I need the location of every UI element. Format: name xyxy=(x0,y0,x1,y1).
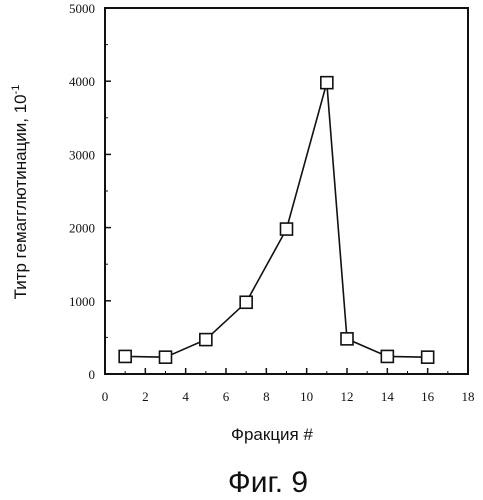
plot-frame xyxy=(104,7,469,375)
y-axis-ticks: 0 1000 2000 3000 4000 5000 xyxy=(69,1,111,382)
x-tick-label: 8 xyxy=(263,389,270,404)
data-point xyxy=(199,332,213,347)
data-point xyxy=(380,349,395,364)
y-tick-label: 2000 xyxy=(69,221,95,236)
x-tick-label: 16 xyxy=(421,389,435,404)
series-line xyxy=(125,82,428,359)
x-tick-label: 10 xyxy=(300,389,313,404)
y-axis-title-main: Титр гемагглютинации, 10 xyxy=(11,94,30,299)
data-point xyxy=(420,350,435,364)
data-point xyxy=(320,75,334,90)
x-tick-label: 0 xyxy=(102,389,109,404)
x-tick-label: 14 xyxy=(381,389,395,404)
data-point xyxy=(118,349,132,364)
y-tick-label: 0 xyxy=(89,367,96,382)
y-tick-label: 3000 xyxy=(69,147,95,162)
y-axis-title-exponent: -1 xyxy=(10,85,22,95)
y-tick-label: 4000 xyxy=(69,74,95,89)
x-axis-ticks: 0 2 4 6 8 10 12 14 16 18 xyxy=(102,368,475,404)
series-layer xyxy=(118,75,435,364)
y-axis-title: Титр гемагглютинации, 10-1 xyxy=(10,85,30,300)
data-point xyxy=(340,332,354,346)
plot-border xyxy=(104,7,469,375)
figure-caption: Фиг. 9 xyxy=(228,466,308,499)
x-tick-label: 2 xyxy=(142,389,149,404)
x-tick-label: 6 xyxy=(223,389,230,404)
x-axis-title: Фракция # xyxy=(231,425,313,444)
data-point xyxy=(279,222,294,236)
y-tick-label: 1000 xyxy=(69,294,95,309)
data-point xyxy=(239,295,253,310)
x-tick-label: 4 xyxy=(182,389,189,404)
x-tick-label: 18 xyxy=(462,389,475,404)
y-tick-label: 5000 xyxy=(69,1,95,16)
x-tick-label: 12 xyxy=(341,389,354,404)
data-point xyxy=(158,350,173,364)
